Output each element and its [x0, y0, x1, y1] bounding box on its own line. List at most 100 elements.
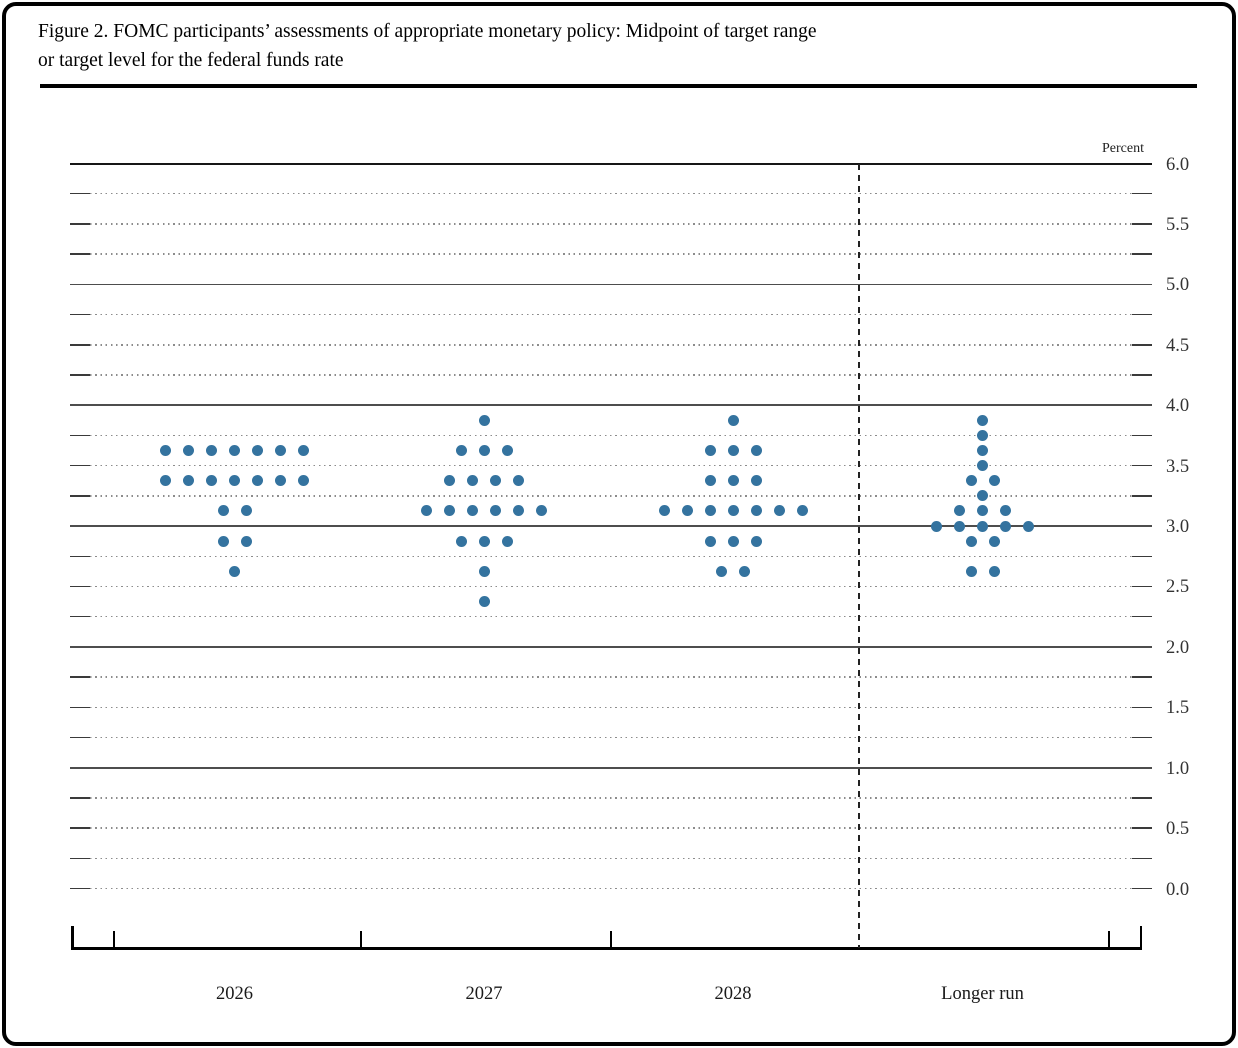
- dot-2026-3.375: [298, 475, 309, 487]
- gridline-right-tick-3.5: [1132, 464, 1152, 467]
- dot-2027-2.625: [478, 565, 490, 577]
- gridline-left-tick-3.75: [70, 434, 90, 437]
- dot-2026-3.375: [160, 475, 171, 487]
- dot-2028-3.125: [658, 505, 670, 517]
- gridline-dotted-4.25: [90, 374, 1132, 376]
- dot-2028-3.125: [727, 505, 739, 517]
- gridline-dotted-2.5: [90, 585, 1132, 588]
- gridline-dotted-3.75: [90, 434, 1132, 437]
- gridline-left-tick-0: [70, 887, 90, 890]
- dot-2026-2.625: [229, 565, 240, 577]
- dot-2027-3.375: [444, 475, 455, 487]
- gridline-dotted-1.5: [90, 706, 1132, 709]
- dot-2027-3.375: [490, 475, 501, 487]
- category-label-2028: 2028: [714, 984, 752, 1004]
- gridline-dotted-2.25: [90, 615, 1132, 618]
- gridline-dotted-5.75: [90, 192, 1132, 195]
- category-label-2027: 2027: [465, 984, 503, 1004]
- dot-longer-run-3.375: [988, 475, 1000, 487]
- dot-longer-run-3: [1023, 520, 1034, 532]
- dot-2026-3.375: [252, 475, 263, 487]
- gridline-right-tick-2.75: [1132, 555, 1152, 557]
- dot-2028-3.875: [727, 414, 739, 426]
- dot-2028-3.125: [704, 505, 716, 517]
- y-tick-label-0.5: 0.5: [1166, 819, 1190, 840]
- dot-2028-3.375: [750, 475, 762, 487]
- gridline-solid-1: [70, 767, 1152, 769]
- gridline-right-tick-1.75: [1132, 676, 1152, 678]
- dot-2026-3.625: [275, 445, 286, 457]
- dot-2026-3.375: [275, 475, 286, 487]
- gridline-right-tick-0.5: [1132, 827, 1152, 829]
- dot-2028-2.875: [704, 535, 716, 547]
- x-axis-left-end: [71, 926, 74, 947]
- gridline-right-tick-4.75: [1132, 313, 1152, 316]
- dot-2028-3.375: [727, 475, 739, 487]
- gridline-right-tick-0.25: [1132, 857, 1152, 860]
- dot-2028-3.375: [704, 475, 716, 487]
- dot-2027-3.125: [444, 505, 455, 517]
- dot-2027-3.375: [467, 475, 478, 487]
- gridline-dotted-4.5: [90, 344, 1132, 346]
- y-tick-label-5.5: 5.5: [1166, 214, 1190, 235]
- dot-longer-run-3: [931, 520, 942, 532]
- dot-2028-3.125: [750, 505, 762, 517]
- dot-2027-3.625: [455, 445, 467, 457]
- x-axis-tick-2: [610, 931, 612, 947]
- category-label-2026: 2026: [216, 984, 253, 1004]
- gridline-left-tick-3.25: [70, 495, 90, 497]
- dot-2028-3.625: [727, 445, 739, 457]
- gridline-left-tick-5.75: [70, 192, 90, 195]
- dot-longer-run-3.875: [977, 414, 988, 426]
- dot-longer-run-3.125: [1000, 505, 1011, 517]
- dot-2028-3.125: [796, 505, 808, 517]
- gridline-right-tick-0: [1132, 887, 1152, 890]
- dot-2028-3.625: [750, 445, 762, 457]
- gridline-right-tick-3.25: [1132, 495, 1152, 497]
- x-axis-right-end: [1139, 926, 1142, 947]
- gridline-dotted-1.25: [90, 736, 1132, 739]
- y-tick-label-2.0: 2.0: [1166, 637, 1190, 658]
- gridline-right-tick-1.25: [1132, 736, 1152, 739]
- y-tick-label-4.0: 4.0: [1166, 396, 1190, 417]
- gridline-left-tick-4.25: [70, 374, 90, 376]
- gridline-right-tick-2.25: [1132, 615, 1152, 618]
- y-axis-unit-label: Percent: [1102, 141, 1144, 156]
- category-label-longer-run: Longer run: [941, 984, 1024, 1004]
- gridline-dotted-4.75: [90, 313, 1132, 316]
- dot-longer-run-3: [977, 520, 988, 532]
- gridline-left-tick-0.25: [70, 857, 90, 860]
- dot-2026-3.375: [229, 475, 240, 487]
- y-tick-label-6.0: 6.0: [1166, 154, 1190, 175]
- y-tick-label-3.5: 3.5: [1166, 456, 1190, 477]
- dot-longer-run-3: [1000, 520, 1011, 532]
- title-rule: [40, 84, 1197, 88]
- dot-longer-run-3: [954, 520, 965, 532]
- dot-longer-run-3.25: [977, 490, 988, 502]
- dot-2028-3.625: [704, 445, 716, 457]
- y-tick-label-3.0: 3.0: [1166, 517, 1190, 538]
- gridline-left-tick-2.25: [70, 615, 90, 618]
- gridline-right-tick-0.75: [1132, 797, 1152, 799]
- dot-2028-2.625: [739, 565, 750, 577]
- gridline-right-tick-5.5: [1132, 223, 1152, 225]
- dot-longer-run-3.125: [977, 505, 988, 517]
- gridline-dotted-1.75: [90, 676, 1132, 678]
- dot-longer-run-2.625: [988, 565, 1000, 577]
- dot-2026-3.625: [160, 445, 171, 457]
- dot-longer-run-3.625: [977, 445, 988, 457]
- dot-2027-2.875: [455, 535, 467, 547]
- figure-title-line1: Figure 2. FOMC participants’ assessments…: [38, 21, 817, 42]
- dot-2027-3.875: [478, 414, 490, 426]
- dot-2027-3.375: [513, 475, 524, 487]
- dot-2027-3.125: [421, 505, 432, 517]
- dot-2028-3.125: [681, 505, 693, 517]
- dot-2027-3.625: [478, 445, 490, 457]
- gridline-left-tick-4.75: [70, 313, 90, 316]
- y-tick-label-1.0: 1.0: [1166, 758, 1190, 779]
- gridline-left-tick-1.25: [70, 736, 90, 739]
- dot-2027-3.125: [536, 505, 547, 517]
- gridline-right-tick-3.75: [1132, 434, 1152, 437]
- gridline-right-tick-2.5: [1132, 585, 1152, 588]
- dot-longer-run-2.625: [965, 565, 977, 577]
